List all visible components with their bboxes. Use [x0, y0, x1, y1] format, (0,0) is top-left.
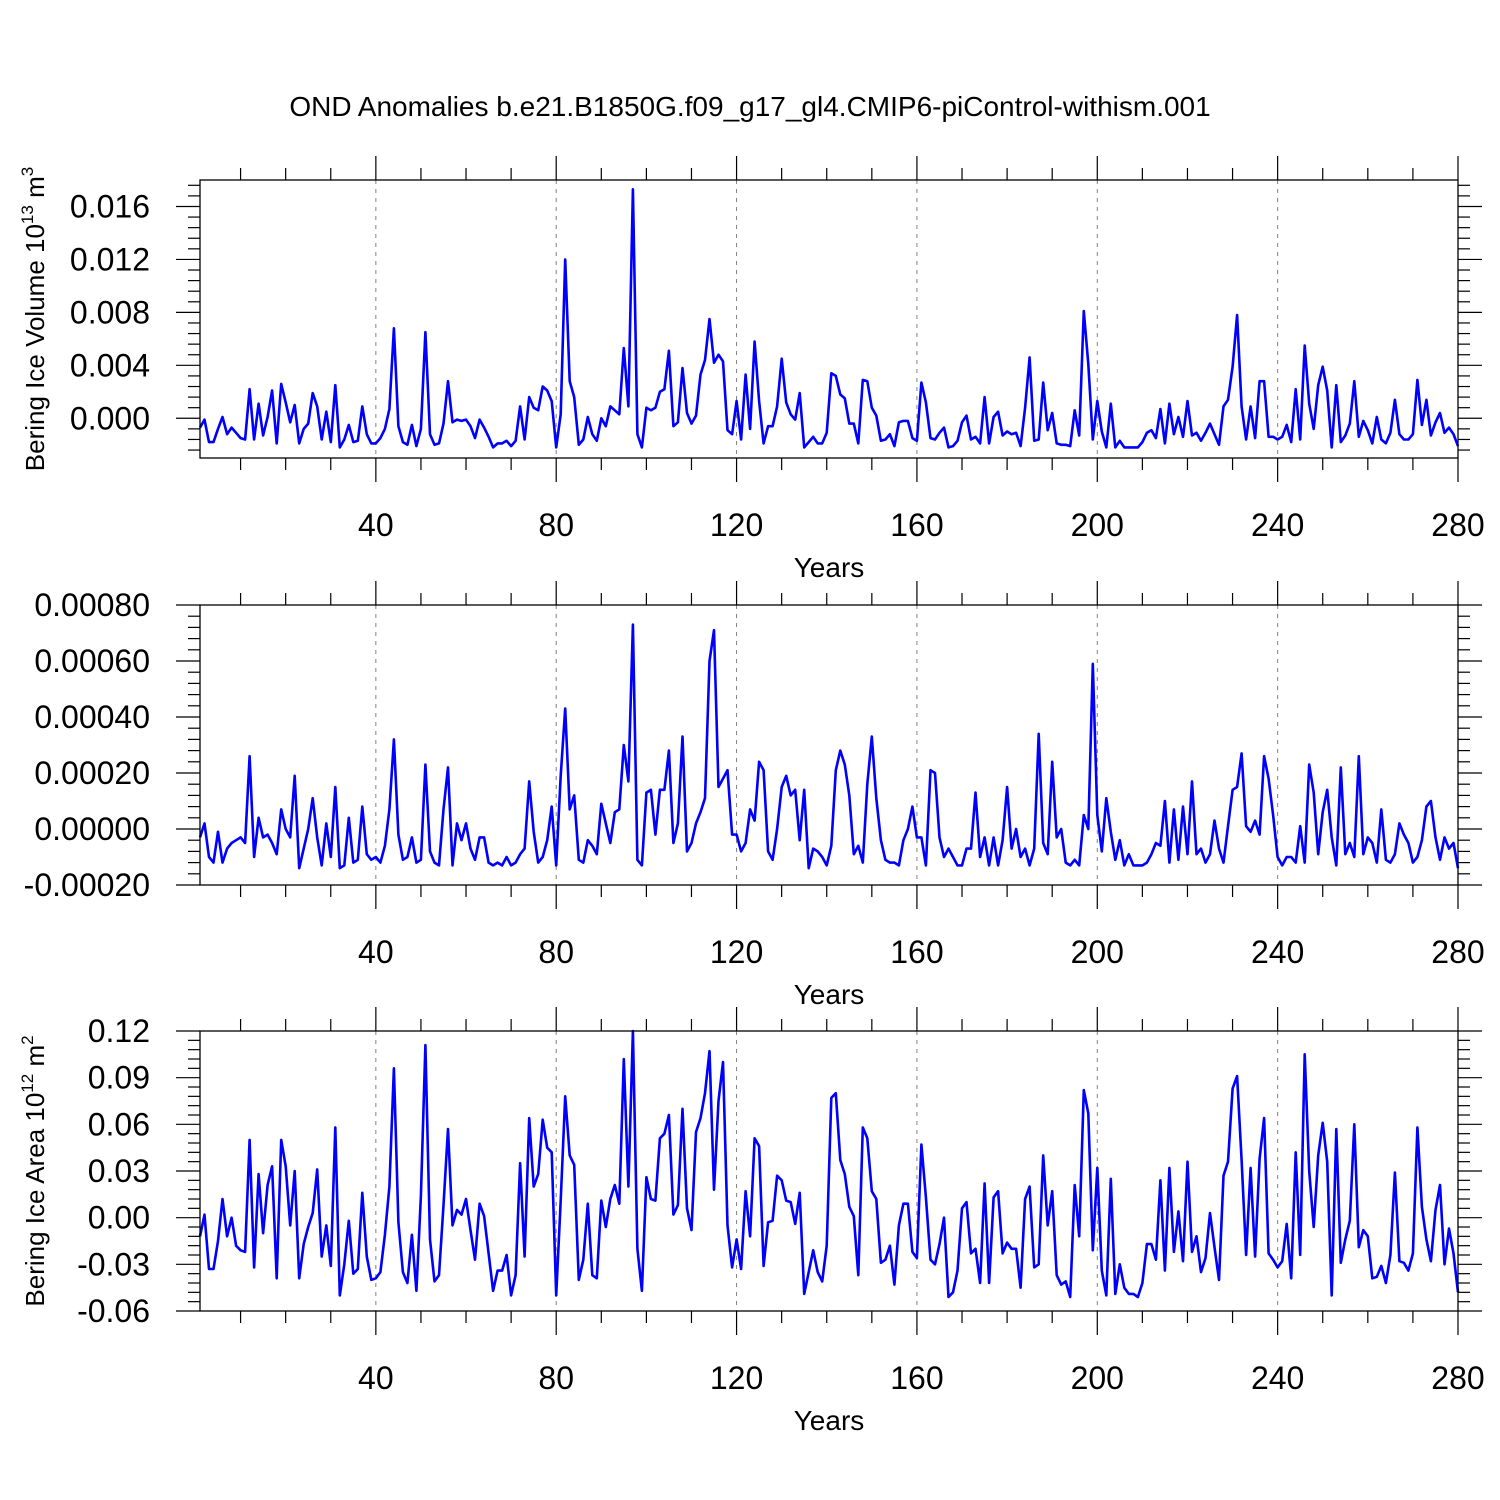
y-tick-label: 0.012 [70, 241, 150, 277]
x-tick-label: 280 [1431, 1360, 1484, 1396]
x-tick-label: 200 [1071, 1360, 1124, 1396]
y-tick-label: 0.004 [70, 347, 150, 383]
y-axis-label-exponent: 12 [18, 1074, 37, 1093]
y-axis-label: Bering Ice Volume 1013 m3 [18, 167, 50, 471]
y-axis-label-unit-exponent: 3 [18, 167, 37, 176]
figure-title: OND Anomalies b.e21.B1850G.f09_g17_gl4.C… [289, 91, 1210, 122]
x-tick-label: 120 [710, 507, 763, 543]
chart-panel-3: 40 80 120 160 200 240 280 Years -0.06 -0.03 0.00 0.… [18, 1007, 1485, 1436]
x-tick-label: 80 [538, 507, 574, 543]
y-tick-label: 0.016 [70, 188, 150, 224]
x-tick-label: 160 [890, 934, 943, 970]
y-tick-label: 0.000 [70, 400, 150, 436]
x-tick-label: 240 [1251, 507, 1304, 543]
x-tick-label: 80 [538, 1360, 574, 1396]
x-tick-label: 80 [538, 934, 574, 970]
y-tick-label: 0.00000 [34, 811, 150, 847]
y-axis-label-text: Bering Ice Volume 10 [20, 224, 50, 471]
y-tick-label: 0.06 [88, 1106, 150, 1142]
y-axis-label: Bering Ice Area 1012 m2 [18, 1035, 50, 1306]
data-line [198, 1029, 1460, 1299]
x-axis-label: Years [794, 552, 865, 583]
plot-frame [199, 179, 1459, 459]
x-tick-label: 120 [710, 1360, 763, 1396]
x-tick-label: 40 [358, 1360, 394, 1396]
y-axis-label-unit: m [20, 176, 50, 205]
y-axis-label-text: Bering Ice Area 10 [20, 1093, 50, 1307]
x-tick-label: 120 [710, 934, 763, 970]
x-tick-label: 160 [890, 1360, 943, 1396]
x-tick-label: 160 [890, 507, 943, 543]
x-tick-label: 200 [1071, 507, 1124, 543]
y-tick-label: -0.03 [77, 1246, 150, 1282]
y-tick-label: -0.06 [77, 1293, 150, 1329]
x-axis-label: Years [794, 1405, 865, 1436]
y-tick-label: 0.00040 [34, 699, 150, 735]
y-tick-label: 0.00 [88, 1200, 150, 1236]
y-tick-label: 0.09 [88, 1060, 150, 1096]
x-tick-label: 240 [1251, 934, 1304, 970]
data-line [198, 623, 1460, 870]
y-tick-label: 0.03 [88, 1153, 150, 1189]
y-axis-label-unit-exponent: 2 [18, 1035, 37, 1044]
y-tick-label: 0.00020 [34, 755, 150, 791]
data-line [198, 188, 1460, 449]
x-tick-label: 240 [1251, 1360, 1304, 1396]
x-axis-label: Years [794, 979, 865, 1010]
x-tick-label: 200 [1071, 934, 1124, 970]
chart-panel-2: 40 80 120 160 200 240 280 Years -0.00020 0.00000 0… [24, 581, 1485, 1010]
x-tick-label: 40 [358, 934, 394, 970]
y-tick-label: 0.00060 [34, 643, 150, 679]
chart-panel-1: 40 80 120 160 200 240 280 Years 0.000 0.004 0.008 0… [18, 156, 1485, 583]
y-tick-label: 0.12 [88, 1013, 150, 1049]
plot-frame [199, 604, 1459, 886]
y-axis-label-exponent: 13 [18, 205, 37, 224]
y-axis-label-unit: m [20, 1045, 50, 1074]
x-tick-label: 280 [1431, 507, 1484, 543]
y-tick-label: -0.00020 [24, 867, 150, 903]
y-tick-label: 0.008 [70, 294, 150, 330]
y-tick-label: 0.00080 [34, 587, 150, 623]
x-tick-label: 40 [358, 507, 394, 543]
x-tick-label: 280 [1431, 934, 1484, 970]
